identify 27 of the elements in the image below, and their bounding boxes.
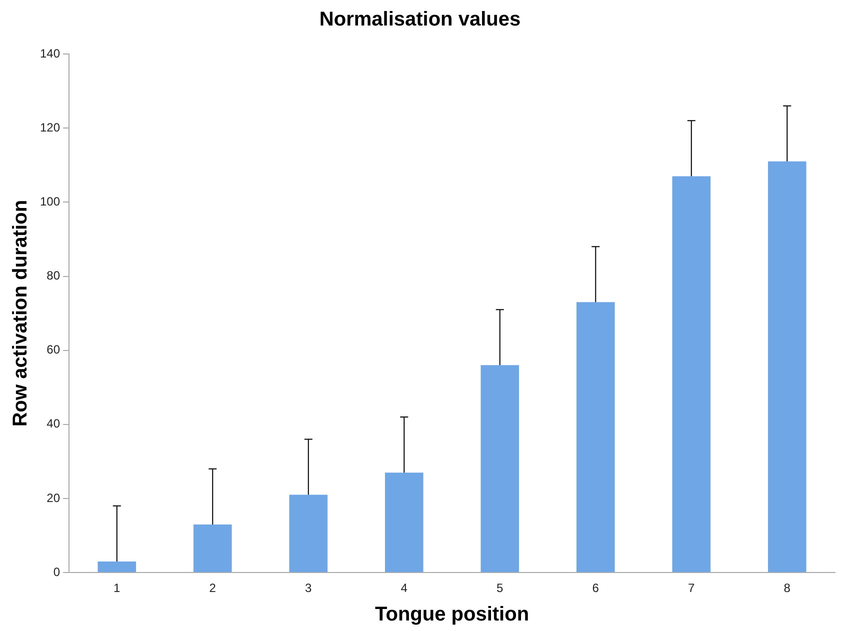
y-tick-label: 140 xyxy=(40,46,60,60)
x-tick-label: 7 xyxy=(688,581,696,596)
bar xyxy=(480,365,520,572)
x-tick-label: 1 xyxy=(114,581,121,596)
bar xyxy=(289,494,328,572)
bar xyxy=(98,561,136,572)
bar xyxy=(768,161,806,572)
y-tick-label: 20 xyxy=(46,490,60,505)
x-tick-label: 8 xyxy=(784,581,791,596)
bar xyxy=(193,524,232,572)
bar xyxy=(672,176,711,572)
bar xyxy=(576,302,615,572)
y-tick-label: 80 xyxy=(46,268,60,283)
y-tick-label: 60 xyxy=(46,342,60,357)
y-tick-label: 0 xyxy=(53,564,60,579)
y-tick-label: 40 xyxy=(46,416,60,431)
x-tick-label: 3 xyxy=(305,581,312,596)
x-tick-label: 5 xyxy=(496,581,504,596)
x-tick-label: 2 xyxy=(209,581,216,596)
x-axis-title: Tongue position xyxy=(374,604,530,626)
y-tick-label: 120 xyxy=(40,120,60,134)
y-tick-label: 100 xyxy=(40,194,60,208)
chart-title: Normalisation values xyxy=(319,8,521,31)
x-tick-label: 4 xyxy=(400,581,408,596)
bar xyxy=(384,472,424,572)
x-tick-label: 6 xyxy=(592,581,600,596)
y-axis-title: Row activation duration xyxy=(10,200,32,427)
